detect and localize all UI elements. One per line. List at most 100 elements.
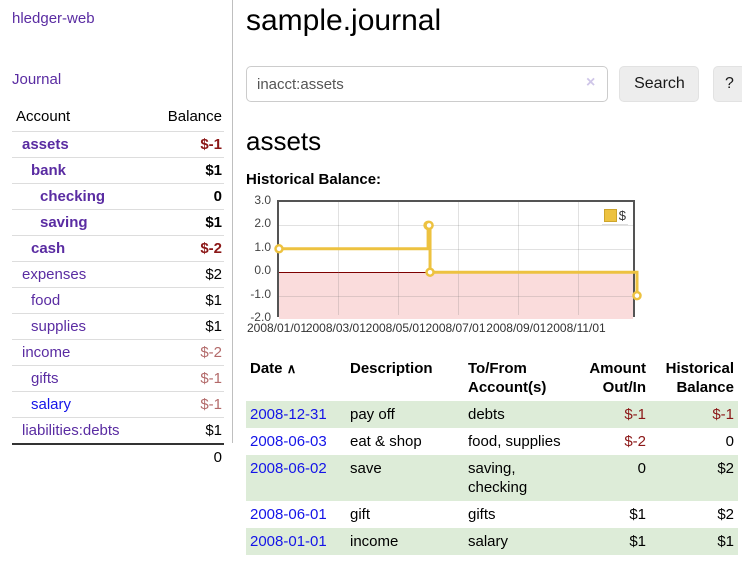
search-input[interactable] [246,66,608,102]
account-row: saving $1 [12,209,224,236]
register-col-date[interactable]: Date ∧ [250,360,297,377]
account-balance: 0 [213,188,222,205]
accounts-total-row: 0 [12,444,224,470]
account-row: supplies $1 [12,313,224,340]
account-row: cash $-2 [12,235,224,262]
account-row: gifts $-1 [12,365,224,392]
accounts-total-balance: 0 [213,449,222,466]
account-link[interactable]: food [31,292,61,309]
y-axis-tick-label: 0.0 [254,263,271,278]
x-axis-tick-label: 2008/07/01 [425,321,486,335]
account-balance: $1 [205,292,222,309]
data-point-marker [424,220,434,231]
gridline [578,202,580,315]
account-link[interactable]: cash [31,240,66,257]
account-link[interactable]: assets [22,136,69,153]
transaction-amount: $1 [572,528,650,555]
account-balance: $1 [205,422,222,439]
transaction-amount: $-1 [572,401,650,428]
sort-ascending-icon: ∧ [286,361,297,376]
y-axis-tick-label: -1.0 [250,286,271,301]
account-row: checking 0 [12,183,224,210]
register-header-row: Date ∧ Description To/From Account(s) Am… [246,357,738,401]
gridline [279,295,633,297]
gridline [279,248,633,250]
chart-plot-area: $ [274,200,642,319]
page-title: sample.journal [246,4,442,37]
transaction-description: pay off [346,401,464,428]
x-axis-tick-label: 2008/05/01 [365,321,426,335]
register-table: Date ∧ Description To/From Account(s) Am… [246,357,738,555]
account-heading: assets [246,126,322,156]
account-row: food $1 [12,287,224,314]
transaction-amount: $1 [629,506,646,523]
register-row[interactable]: 2008-01-01 income salary $1 $1 [246,528,738,555]
transaction-balance: $-1 [650,401,738,428]
help-button[interactable]: ? [712,66,742,102]
transaction-date-link[interactable]: 2008-06-02 [250,460,327,477]
account-link[interactable]: gifts [31,370,59,387]
transaction-balance: $2 [650,455,738,501]
transaction-accounts: saving, checking [464,455,572,501]
transaction-balance: 0 [725,433,734,450]
account-link[interactable]: bank [31,162,67,179]
legend-label: $ [618,208,626,223]
transaction-accounts: food, supplies [468,433,561,450]
account-link[interactable]: expenses [22,266,87,283]
account-balance: $-1 [200,136,222,153]
transaction-balance: $2 [717,506,734,523]
account-link[interactable]: checking [40,188,106,205]
y-axis-tick-label: -2.0 [250,310,271,324]
app-title[interactable]: hledger-web [12,10,95,27]
account-row: assets $-1 [12,131,224,158]
transaction-accounts: debts [464,401,572,428]
x-axis-tick-label: 2008/09/01 [486,321,547,335]
balance-chart[interactable]: $3.0 2.0 1.0 0.0 -1.0 -2.0 2008/01/01 2008/03/0… [247,193,642,335]
account-link[interactable]: saving [40,214,88,231]
gridline [457,202,459,315]
account-link[interactable]: supplies [31,318,87,335]
search-button[interactable]: Search [619,66,700,102]
accounts-table: Account Balance assets $-1 bank $1 checking 0… [12,105,224,470]
search-bar: × Search ? [246,66,742,102]
account-balance: $-1 [200,396,222,413]
transaction-date-link[interactable]: 2008-01-01 [250,533,327,550]
transaction-accounts: gifts [468,506,496,523]
x-axis-tick-label: 2008/03/01 [305,321,366,335]
transaction-date-link[interactable]: 2008-06-01 [250,506,327,523]
transaction-description: income [346,528,464,555]
transaction-description: save [346,455,464,501]
account-link[interactable]: salary [31,396,72,413]
transaction-amount: $-2 [624,433,646,450]
register-row[interactable]: 2008-12-31 pay off debts $-1 $-1 [246,401,738,428]
transaction-date-link[interactable]: 2008-12-31 [250,406,327,423]
account-row: salary $-1 [12,391,224,418]
register-row[interactable]: 2008-06-01 gift gifts $1 $2 [246,501,738,528]
legend-swatch-icon [603,209,617,222]
sidebar-item-journal[interactable]: Journal [12,71,62,88]
transaction-description: gift [350,506,371,523]
register-row[interactable]: 2008-06-02 save saving, checking 0 $2 [246,455,738,501]
account-link[interactable]: income [22,344,71,361]
register-row[interactable]: 2008-06-03 eat & shop food, supplies $-2 0 [246,428,738,455]
data-point-marker [632,290,642,301]
x-axis-tick-label: 2008/01/01 [246,321,308,335]
data-point-marker [274,244,284,254]
gridline [337,202,339,315]
transaction-date-link[interactable]: 2008-06-03 [250,433,327,450]
account-balance: $-2 [200,240,222,257]
account-balance: $1 [205,318,222,335]
accounts-col-account: Account [16,108,71,125]
register-col-balance: Historical Balance [665,360,734,396]
x-axis-tick-label: 2008/11/01 [546,321,606,335]
register-col-accounts: To/From Account(s) [468,360,547,396]
gridline [279,225,633,227]
transaction-accounts: salary [464,528,572,555]
account-row: bank $1 [12,157,224,184]
gridline [397,202,399,315]
transaction-description: eat & shop [350,433,422,450]
clear-search-icon[interactable]: × [586,74,596,91]
account-link[interactable]: liabilities:debts [22,422,120,439]
negative-region [279,272,633,319]
account-balance: $1 [205,214,222,231]
